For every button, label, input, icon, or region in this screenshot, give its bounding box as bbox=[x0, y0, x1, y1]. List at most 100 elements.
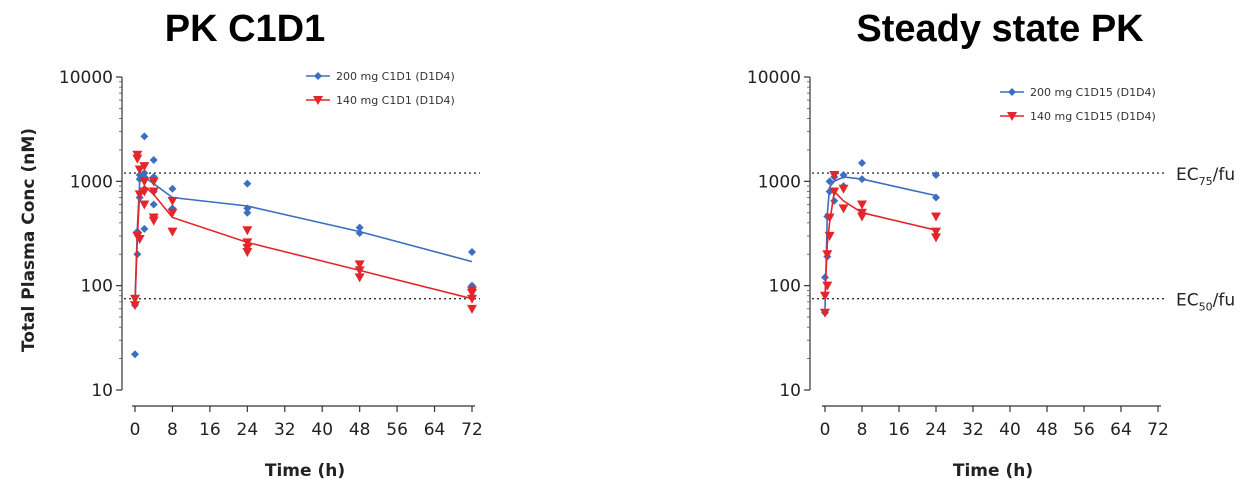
x-tick-label: 64 bbox=[1110, 420, 1132, 440]
data-point bbox=[857, 200, 867, 210]
data-point bbox=[822, 281, 833, 291]
data-point bbox=[167, 208, 178, 218]
legend-label: 200 mg C1D1 (D1D4) bbox=[336, 70, 455, 83]
plot-area-right: 10 100 1000 10000 0 8 16 24 32 40 48 56 64 72 EC75/fu E… bbox=[747, 68, 1235, 440]
x-tick-label: 72 bbox=[461, 420, 483, 440]
data-point bbox=[829, 171, 840, 181]
legend-marker bbox=[314, 72, 322, 80]
data-point bbox=[139, 187, 150, 197]
data-point bbox=[839, 171, 848, 180]
data-point bbox=[242, 226, 253, 236]
series-mean-line bbox=[824, 176, 937, 309]
data-point bbox=[242, 238, 253, 248]
x-tick-label: 40 bbox=[311, 420, 333, 440]
data-point bbox=[134, 190, 145, 200]
x-tick-label: 24 bbox=[925, 420, 947, 440]
x-tick-label: 64 bbox=[424, 420, 446, 440]
data-point bbox=[243, 208, 252, 217]
y-tick-label: 10 bbox=[91, 381, 113, 401]
legend-marker bbox=[313, 96, 323, 105]
data-point bbox=[820, 308, 830, 318]
data-point bbox=[467, 304, 477, 314]
data-point bbox=[149, 156, 158, 165]
data-point bbox=[139, 200, 150, 210]
chart-title-left: PK C1D1 bbox=[165, 8, 326, 50]
x-tick-label: 40 bbox=[999, 420, 1021, 440]
data-point bbox=[168, 184, 177, 193]
data-point bbox=[821, 273, 829, 282]
y-tick-label: 1000 bbox=[70, 172, 113, 192]
data-point bbox=[857, 212, 867, 222]
y-axis-label-left: Total Plasma Conc (nM) bbox=[19, 128, 39, 352]
data-point bbox=[822, 250, 833, 260]
x-tick-label: 56 bbox=[1073, 420, 1095, 440]
data-point bbox=[140, 169, 149, 178]
legend-marker bbox=[1007, 112, 1017, 121]
legend-marker bbox=[1008, 88, 1016, 96]
data-point bbox=[858, 175, 866, 184]
data-point bbox=[467, 289, 477, 299]
x-tick-label: 8 bbox=[167, 420, 178, 440]
data-point bbox=[354, 266, 365, 276]
data-point bbox=[167, 196, 178, 206]
y-tick-label: 10000 bbox=[747, 68, 801, 88]
chart-title-right: Steady state PK bbox=[856, 8, 1144, 50]
data-point bbox=[243, 179, 252, 188]
data-point bbox=[167, 227, 178, 237]
x-tick-label: 56 bbox=[386, 420, 408, 440]
data-point bbox=[931, 233, 941, 243]
x-tick-label: 24 bbox=[237, 420, 259, 440]
data-point bbox=[148, 177, 159, 187]
series-mean-line bbox=[134, 175, 473, 302]
data-point bbox=[932, 171, 940, 180]
data-point bbox=[354, 260, 365, 270]
legend-label: 140 mg C1D1 (D1D4) bbox=[336, 94, 455, 107]
plot-area-left: 10 100 1000 10000 0 8 16 24 32 40 48 56 64 72 200 mg C… bbox=[59, 68, 483, 440]
y-tick-label: 100 bbox=[769, 277, 801, 297]
data-point bbox=[931, 227, 941, 237]
data-point bbox=[139, 162, 150, 172]
y-tick-label: 1000 bbox=[758, 172, 801, 192]
data-point bbox=[140, 132, 149, 141]
data-point bbox=[130, 294, 140, 304]
series-mean-line bbox=[134, 184, 473, 306]
x-axis-label-right: Time (h) bbox=[953, 461, 1033, 481]
data-point bbox=[824, 213, 835, 223]
data-point bbox=[139, 177, 150, 187]
data-point bbox=[824, 231, 835, 241]
data-point bbox=[148, 216, 159, 226]
x-tick-label: 32 bbox=[962, 420, 984, 440]
data-point bbox=[467, 294, 477, 304]
data-point bbox=[130, 301, 140, 311]
legend-label: 200 mg C1D15 (D1D4) bbox=[1030, 86, 1156, 99]
data-point bbox=[242, 248, 253, 258]
x-tick-label: 0 bbox=[130, 420, 141, 440]
data-point bbox=[820, 291, 830, 301]
data-point bbox=[355, 228, 364, 237]
reference-line-label: EC75/fu bbox=[1176, 165, 1235, 188]
x-tick-label: 0 bbox=[820, 420, 831, 440]
data-point bbox=[140, 224, 149, 233]
data-point bbox=[468, 248, 476, 257]
x-tick-label: 48 bbox=[349, 420, 371, 440]
data-point bbox=[131, 350, 139, 359]
data-point bbox=[825, 177, 834, 186]
y-tick-label: 100 bbox=[81, 277, 113, 297]
data-point bbox=[134, 235, 145, 245]
x-tick-label: 16 bbox=[199, 420, 221, 440]
data-point bbox=[149, 200, 158, 209]
data-point bbox=[355, 223, 364, 232]
data-point bbox=[838, 204, 849, 214]
reference-line-label: EC50/fu bbox=[1176, 291, 1235, 314]
data-point bbox=[354, 273, 365, 283]
y-tick-label: 10000 bbox=[59, 68, 113, 88]
x-tick-label: 32 bbox=[274, 420, 296, 440]
x-tick-label: 72 bbox=[1147, 420, 1169, 440]
data-point bbox=[132, 150, 143, 160]
data-point bbox=[134, 165, 145, 175]
data-point bbox=[829, 187, 840, 197]
data-point bbox=[243, 204, 252, 213]
x-tick-label: 16 bbox=[888, 420, 910, 440]
data-point bbox=[148, 187, 159, 197]
